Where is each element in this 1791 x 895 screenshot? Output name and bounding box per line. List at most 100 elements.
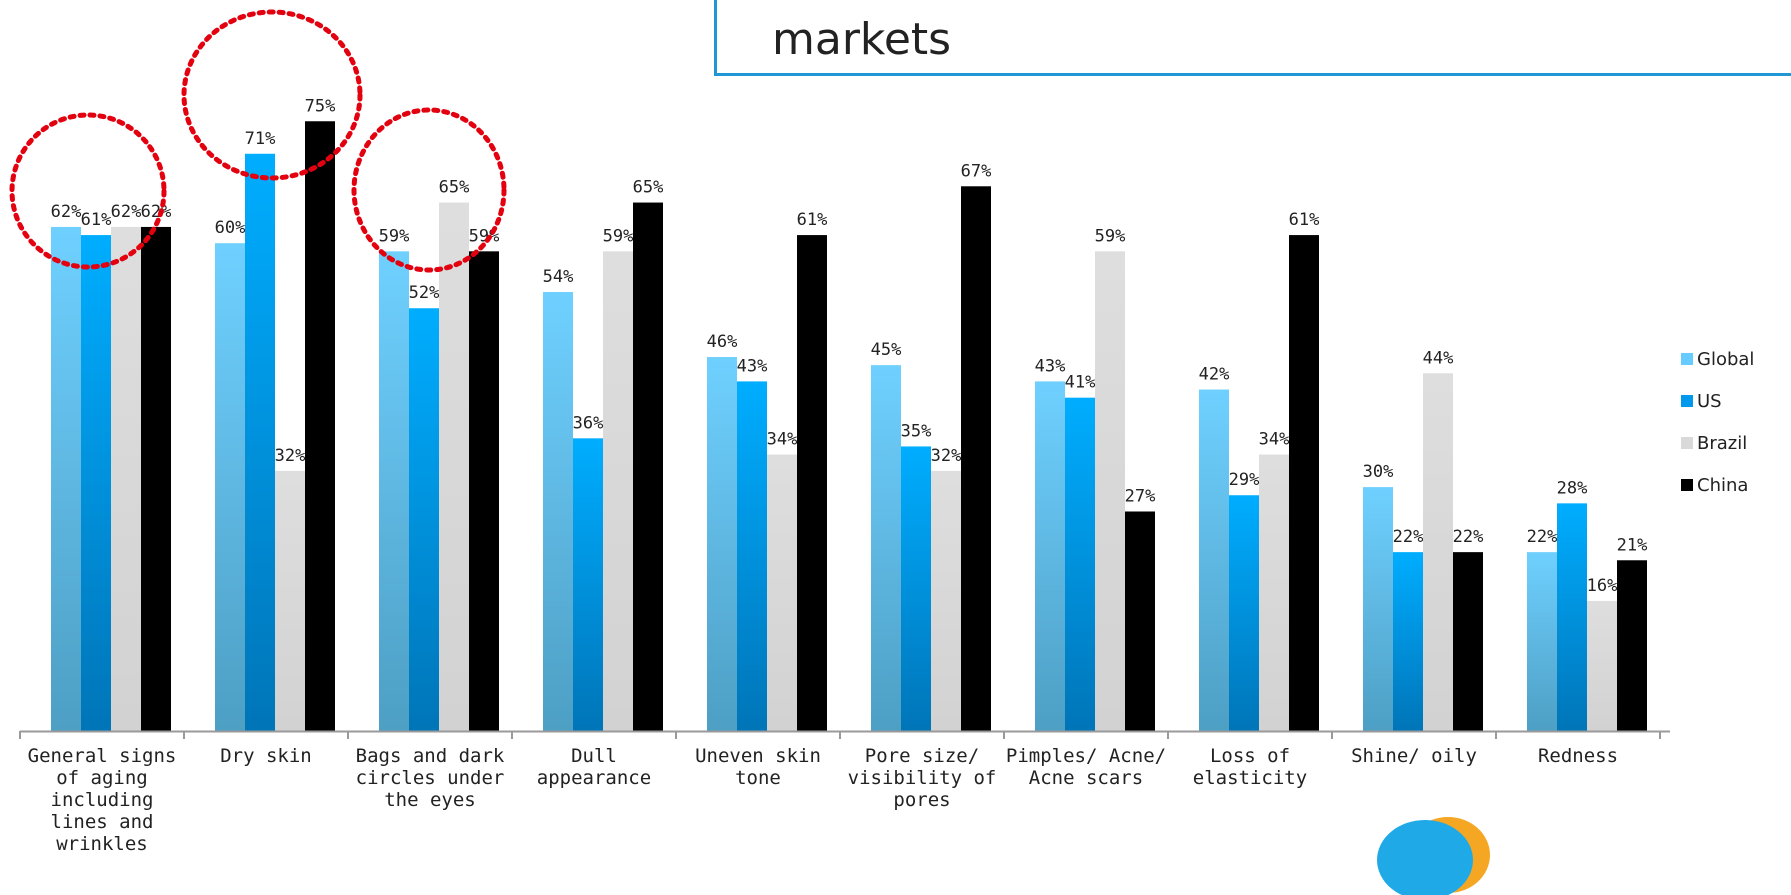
legend-label: Global bbox=[1697, 348, 1755, 370]
x-tick-label-7: Loss of elasticity bbox=[1192, 745, 1308, 789]
bar-china-1 bbox=[305, 121, 335, 731]
data-label-brazil-6: 59% bbox=[1095, 226, 1126, 246]
data-label-us-6: 41% bbox=[1065, 373, 1096, 393]
data-label-us-1: 71% bbox=[245, 129, 276, 149]
bar-brazil-8 bbox=[1423, 373, 1453, 731]
bar-china-9 bbox=[1617, 560, 1647, 731]
data-label-us-7: 29% bbox=[1229, 470, 1260, 490]
bar-global-4 bbox=[707, 357, 737, 731]
bar-china-3 bbox=[633, 202, 663, 732]
bar-brazil-3 bbox=[603, 251, 633, 731]
bar-us-4 bbox=[737, 381, 767, 731]
bar-us-2 bbox=[409, 308, 439, 731]
data-label-china-5: 67% bbox=[961, 161, 992, 181]
legend-swatch bbox=[1681, 437, 1693, 449]
data-label-global-8: 30% bbox=[1363, 462, 1394, 482]
highlight-circle-1 bbox=[181, 9, 363, 181]
data-label-us-4: 43% bbox=[737, 356, 768, 376]
bar-china-7 bbox=[1289, 235, 1319, 731]
data-label-brazil-4: 34% bbox=[767, 430, 798, 450]
data-label-global-7: 42% bbox=[1199, 365, 1230, 385]
bar-global-6 bbox=[1035, 381, 1065, 731]
bar-china-5 bbox=[961, 186, 991, 732]
x-tick-label-8: Shine/ oily bbox=[1351, 745, 1477, 767]
bar-global-5 bbox=[871, 365, 901, 731]
x-tick-label-1: Dry skin bbox=[220, 745, 312, 767]
bar-us-1 bbox=[245, 153, 275, 731]
bar-brazil-4 bbox=[767, 454, 797, 731]
legend-label: US bbox=[1697, 390, 1722, 412]
bar-china-0 bbox=[141, 226, 171, 731]
data-label-brazil-2: 65% bbox=[439, 178, 470, 198]
bar-global-3 bbox=[543, 291, 573, 731]
data-label-brazil-0: 62% bbox=[111, 202, 142, 222]
data-label-us-0: 61% bbox=[81, 210, 112, 230]
bar-china-6 bbox=[1125, 511, 1155, 731]
data-label-global-3: 54% bbox=[543, 267, 574, 287]
bar-global-2 bbox=[379, 251, 409, 731]
bar-global-7 bbox=[1199, 389, 1229, 731]
x-tick-label-6: Pimples/ Acne/ Acne scars bbox=[1005, 745, 1167, 789]
highlight-circle-0 bbox=[9, 112, 167, 270]
bar-us-3 bbox=[573, 438, 603, 731]
bar-global-0 bbox=[51, 226, 81, 731]
data-label-china-3: 65% bbox=[633, 178, 664, 198]
x-tick-label-4: Uneven skin tone bbox=[695, 745, 821, 789]
bar-brazil-5 bbox=[931, 470, 961, 731]
legend-swatch bbox=[1681, 395, 1693, 407]
bar-us-7 bbox=[1229, 495, 1259, 731]
bar-us-0 bbox=[81, 235, 111, 731]
data-label-brazil-8: 44% bbox=[1423, 348, 1454, 368]
legend-item-china: China bbox=[1681, 474, 1748, 496]
highlight-circle-2 bbox=[351, 107, 507, 273]
data-label-brazil-9: 16% bbox=[1587, 576, 1618, 596]
data-label-us-2: 52% bbox=[409, 283, 440, 303]
data-label-china-6: 27% bbox=[1125, 486, 1156, 506]
data-label-global-1: 60% bbox=[215, 218, 246, 238]
bar-brazil-0 bbox=[111, 226, 141, 731]
bar-us-8 bbox=[1393, 552, 1423, 731]
bar-us-9 bbox=[1557, 503, 1587, 731]
x-tick-label-9: Redness bbox=[1537, 745, 1619, 767]
bar-brazil-1 bbox=[275, 470, 305, 731]
logo-icon bbox=[1377, 817, 1490, 895]
data-label-brazil-3: 59% bbox=[603, 226, 634, 246]
bar-brazil-6 bbox=[1095, 251, 1125, 731]
data-label-china-7: 61% bbox=[1289, 210, 1320, 230]
bar-us-6 bbox=[1065, 397, 1095, 731]
legend-swatch bbox=[1681, 353, 1693, 365]
data-label-global-0: 62% bbox=[51, 202, 82, 222]
data-label-brazil-5: 32% bbox=[931, 446, 962, 466]
legend-item-brazil: Brazil bbox=[1681, 432, 1747, 454]
data-label-china-0: 62% bbox=[141, 202, 172, 222]
data-label-china-9: 21% bbox=[1617, 535, 1648, 555]
data-label-us-8: 22% bbox=[1393, 527, 1424, 547]
legend-swatch bbox=[1681, 479, 1693, 491]
data-label-us-5: 35% bbox=[901, 421, 932, 441]
bar-us-5 bbox=[901, 446, 931, 731]
bar-chart: 62% 61% 62% 62%60%71%32%75%59%52%65%59%54%3… bbox=[9, 9, 1670, 739]
bar-china-4 bbox=[797, 235, 827, 731]
data-label-china-1: 75% bbox=[305, 96, 336, 116]
legend-label: Brazil bbox=[1697, 432, 1748, 454]
data-label-global-5: 45% bbox=[871, 340, 902, 360]
data-label-us-3: 36% bbox=[573, 413, 604, 433]
data-label-brazil-1: 32% bbox=[275, 446, 306, 466]
title-fragment: markets bbox=[772, 14, 952, 65]
data-label-china-4: 61% bbox=[797, 210, 828, 230]
bar-china-2 bbox=[469, 251, 499, 731]
legend-item-global: Global bbox=[1681, 348, 1754, 370]
x-tick-label-2: Bags and dark circles under the eyes bbox=[355, 745, 505, 811]
bar-brazil-9 bbox=[1587, 600, 1617, 731]
bar-global-1 bbox=[215, 243, 245, 731]
x-tick-label-3: Dull appearance bbox=[536, 745, 652, 789]
x-tick-label-5: Pore size/ visibility of pores bbox=[847, 745, 997, 811]
data-label-china-8: 22% bbox=[1453, 527, 1484, 547]
data-label-us-9: 28% bbox=[1557, 478, 1588, 498]
bar-brazil-2 bbox=[439, 202, 469, 732]
title-box bbox=[714, 0, 1791, 76]
legend-item-us: US bbox=[1681, 390, 1722, 412]
data-label-brazil-7: 34% bbox=[1259, 430, 1290, 450]
bar-global-8 bbox=[1363, 487, 1393, 731]
data-label-global-4: 46% bbox=[707, 332, 738, 352]
